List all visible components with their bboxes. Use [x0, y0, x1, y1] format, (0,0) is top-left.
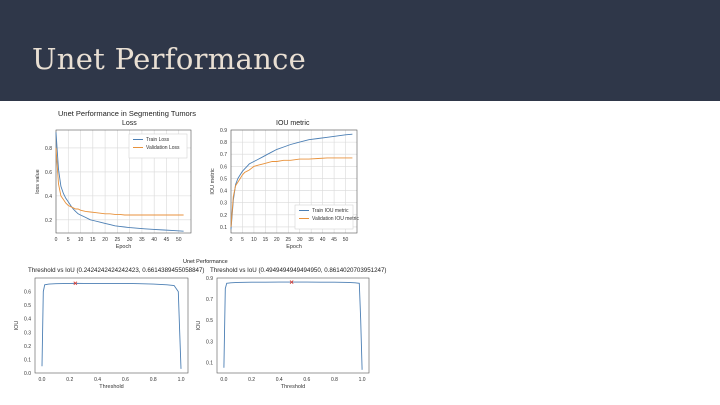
- iou-legend-label: Validation IOU metric: [312, 216, 359, 222]
- thr2-best-point-marker: [289, 280, 294, 284]
- iou-x-tick-label: 45: [331, 237, 337, 243]
- iou-x-tick-label: 20: [274, 237, 280, 243]
- thr1-series-line-0: [41, 282, 182, 369]
- loss-x-tick-label: 0: [55, 237, 58, 243]
- thr1-y-tick-label: 0.5: [24, 303, 31, 309]
- threshold-chart-1-title: Threshold vs IoU (0.2424242424242423, 0.…: [28, 267, 205, 274]
- thr2-x-tick-label: 0.4: [276, 377, 283, 383]
- iou-y-tick-label: 0.4: [220, 189, 227, 195]
- iou-y-axis-label: IOU metric: [210, 168, 216, 195]
- thr1-x-tick-label: 0.8: [150, 377, 157, 383]
- loss-y-tick-label: 0.6: [45, 170, 52, 176]
- loss-chart-title: Loss: [122, 120, 137, 127]
- iou-y-tick-label: 0.5: [220, 176, 227, 182]
- iou-y-tick-label: 0.3: [220, 201, 227, 207]
- thr2-y-tick-label: 0.1: [206, 360, 213, 366]
- iou-x-axis-label: Epoch: [286, 244, 302, 250]
- thr1-chart: 0.0 0.2 0.4 0.6 0.8 1.00.00.10.20.30.40.50.6T…: [14, 277, 189, 390]
- loss-x-tick-label: 10: [78, 237, 84, 243]
- threshold-chart-2-title: Threshold vs IoU (0.4949494949494950, 0.…: [210, 267, 387, 274]
- slide-header: Unet Performance: [0, 0, 720, 101]
- thr2-x-tick-label: 1.0: [359, 377, 366, 383]
- iou-y-tick-label: 0.8: [220, 140, 227, 146]
- iou-chart-title: IOU metric: [276, 120, 310, 127]
- thr1-x-tick-label: 1.0: [178, 377, 185, 383]
- loss-x-tick-label: 15: [90, 237, 96, 243]
- thr1-x-axis-label: Threshold: [99, 384, 123, 390]
- loss-series-line-0: [55, 132, 184, 232]
- iou-x-tick-label: 50: [343, 237, 349, 243]
- figure-top-title: Unet Performance in Segmenting Tumors: [58, 109, 196, 118]
- iou-y-tick-label: 0.2: [220, 213, 227, 219]
- loss-y-axis-label: loss value: [35, 169, 41, 193]
- iou-series-line-1: [230, 157, 353, 227]
- iou-x-tick-label: 15: [263, 237, 269, 243]
- loss-legend-label: Validation Loss: [146, 145, 180, 151]
- thr2-x-tick-label: 0.0: [220, 377, 227, 383]
- loss-x-tick-label: 25: [115, 237, 121, 243]
- thr1-y-tick-label: 0.2: [24, 344, 31, 350]
- loss-y-tick-label: 0.4: [45, 194, 52, 200]
- thr1-best-point-marker: [73, 281, 78, 286]
- iou-chart: 0 5 10 15 20 25 30 35 40 45 50 0.1 0.2 0.3 0.4 0.5 0.6 0.…: [210, 128, 359, 250]
- loss-x-tick-label: 45: [164, 237, 170, 243]
- iou-x-tick-label: 35: [308, 237, 314, 243]
- thr2-x-tick-label: 0.6: [303, 377, 310, 383]
- loss-x-tick-label: 30: [127, 237, 133, 243]
- thr1-y-tick-label: 0.4: [24, 317, 31, 323]
- loss-x-tick-label: 20: [102, 237, 108, 243]
- iou-y-tick-label: 0.1: [220, 225, 227, 231]
- thr2-frame: [216, 277, 370, 374]
- thr1-frame: [34, 277, 189, 374]
- thr1-y-tick-label: 0.0: [24, 371, 31, 377]
- thr1-y-axis-label: IOU: [14, 321, 20, 331]
- iou-x-tick-label: 5: [241, 237, 244, 243]
- thr1-x-tick-label: 0.6: [122, 377, 129, 383]
- thr1-y-tick-label: 0.6: [24, 290, 31, 296]
- thr2-y-tick-label: 0.9: [206, 276, 213, 282]
- thr2-y-tick-label: 0.7: [206, 297, 213, 303]
- iou-x-tick-label: 40: [320, 237, 326, 243]
- iou-x-tick-label: 0: [230, 237, 233, 243]
- thr2-x-axis-label: Threshold: [281, 384, 305, 390]
- iou-x-tick-label: 10: [251, 237, 257, 243]
- thr2-y-tick-label: 0.3: [206, 339, 213, 345]
- thr1-y-tick-label: 0.1: [24, 357, 31, 363]
- loss-series-line-1: [55, 147, 184, 216]
- thr1-x-tick-label: 0.4: [94, 377, 101, 383]
- figure-bottom-title: Unet Performance: [183, 259, 228, 265]
- thr2-y-tick-label: 0.5: [206, 318, 213, 324]
- loss-x-tick-label: 35: [139, 237, 145, 243]
- thr1-y-tick-label: 0.3: [24, 330, 31, 336]
- loss-frame: [55, 129, 192, 234]
- iou-y-tick-label: 0.7: [220, 152, 227, 158]
- thr2-series-line-0: [223, 281, 363, 370]
- loss-x-tick-label: 50: [176, 237, 182, 243]
- iou-series-line-0: [230, 133, 353, 230]
- iou-y-tick-label: 0.6: [220, 164, 227, 170]
- iou-frame: [230, 129, 358, 234]
- loss-y-tick-label: 0.2: [45, 218, 52, 224]
- loss-x-axis-label: Epoch: [116, 244, 132, 250]
- loss-legend-label: Train Loss: [146, 137, 170, 143]
- iou-x-tick-label: 25: [285, 237, 291, 243]
- thr2-y-axis-label: IOU: [196, 321, 202, 331]
- thr1-x-tick-label: 0.2: [66, 377, 73, 383]
- loss-x-tick-label: 5: [67, 237, 70, 243]
- iou-x-tick-label: 30: [297, 237, 303, 243]
- slide-title: Unet Performance: [32, 42, 307, 76]
- loss-y-tick-label: 0.8: [45, 146, 52, 152]
- thr1-x-tick-label: 0.0: [38, 377, 45, 383]
- thr2-x-tick-label: 0.2: [248, 377, 255, 383]
- iou-y-tick-label: 0.9: [220, 128, 227, 134]
- loss-chart-group: 0 5 10 15 20 25 30 35 40 45 50 0.2 0.4 0.6 0.8 Epoch los…: [35, 129, 192, 250]
- loss-x-tick-label: 40: [151, 237, 157, 243]
- iou-legend-box: [294, 204, 354, 230]
- iou-legend-label: Train IOU metric: [312, 208, 349, 214]
- thr2-chart: 0.0 0.2 0.4 0.6 0.8 1.0 0.1 0.3 0.5 0.7 0.9 Thresho…: [196, 276, 370, 390]
- thr2-x-tick-label: 0.8: [331, 377, 338, 383]
- loss-legend-box: [128, 133, 188, 159]
